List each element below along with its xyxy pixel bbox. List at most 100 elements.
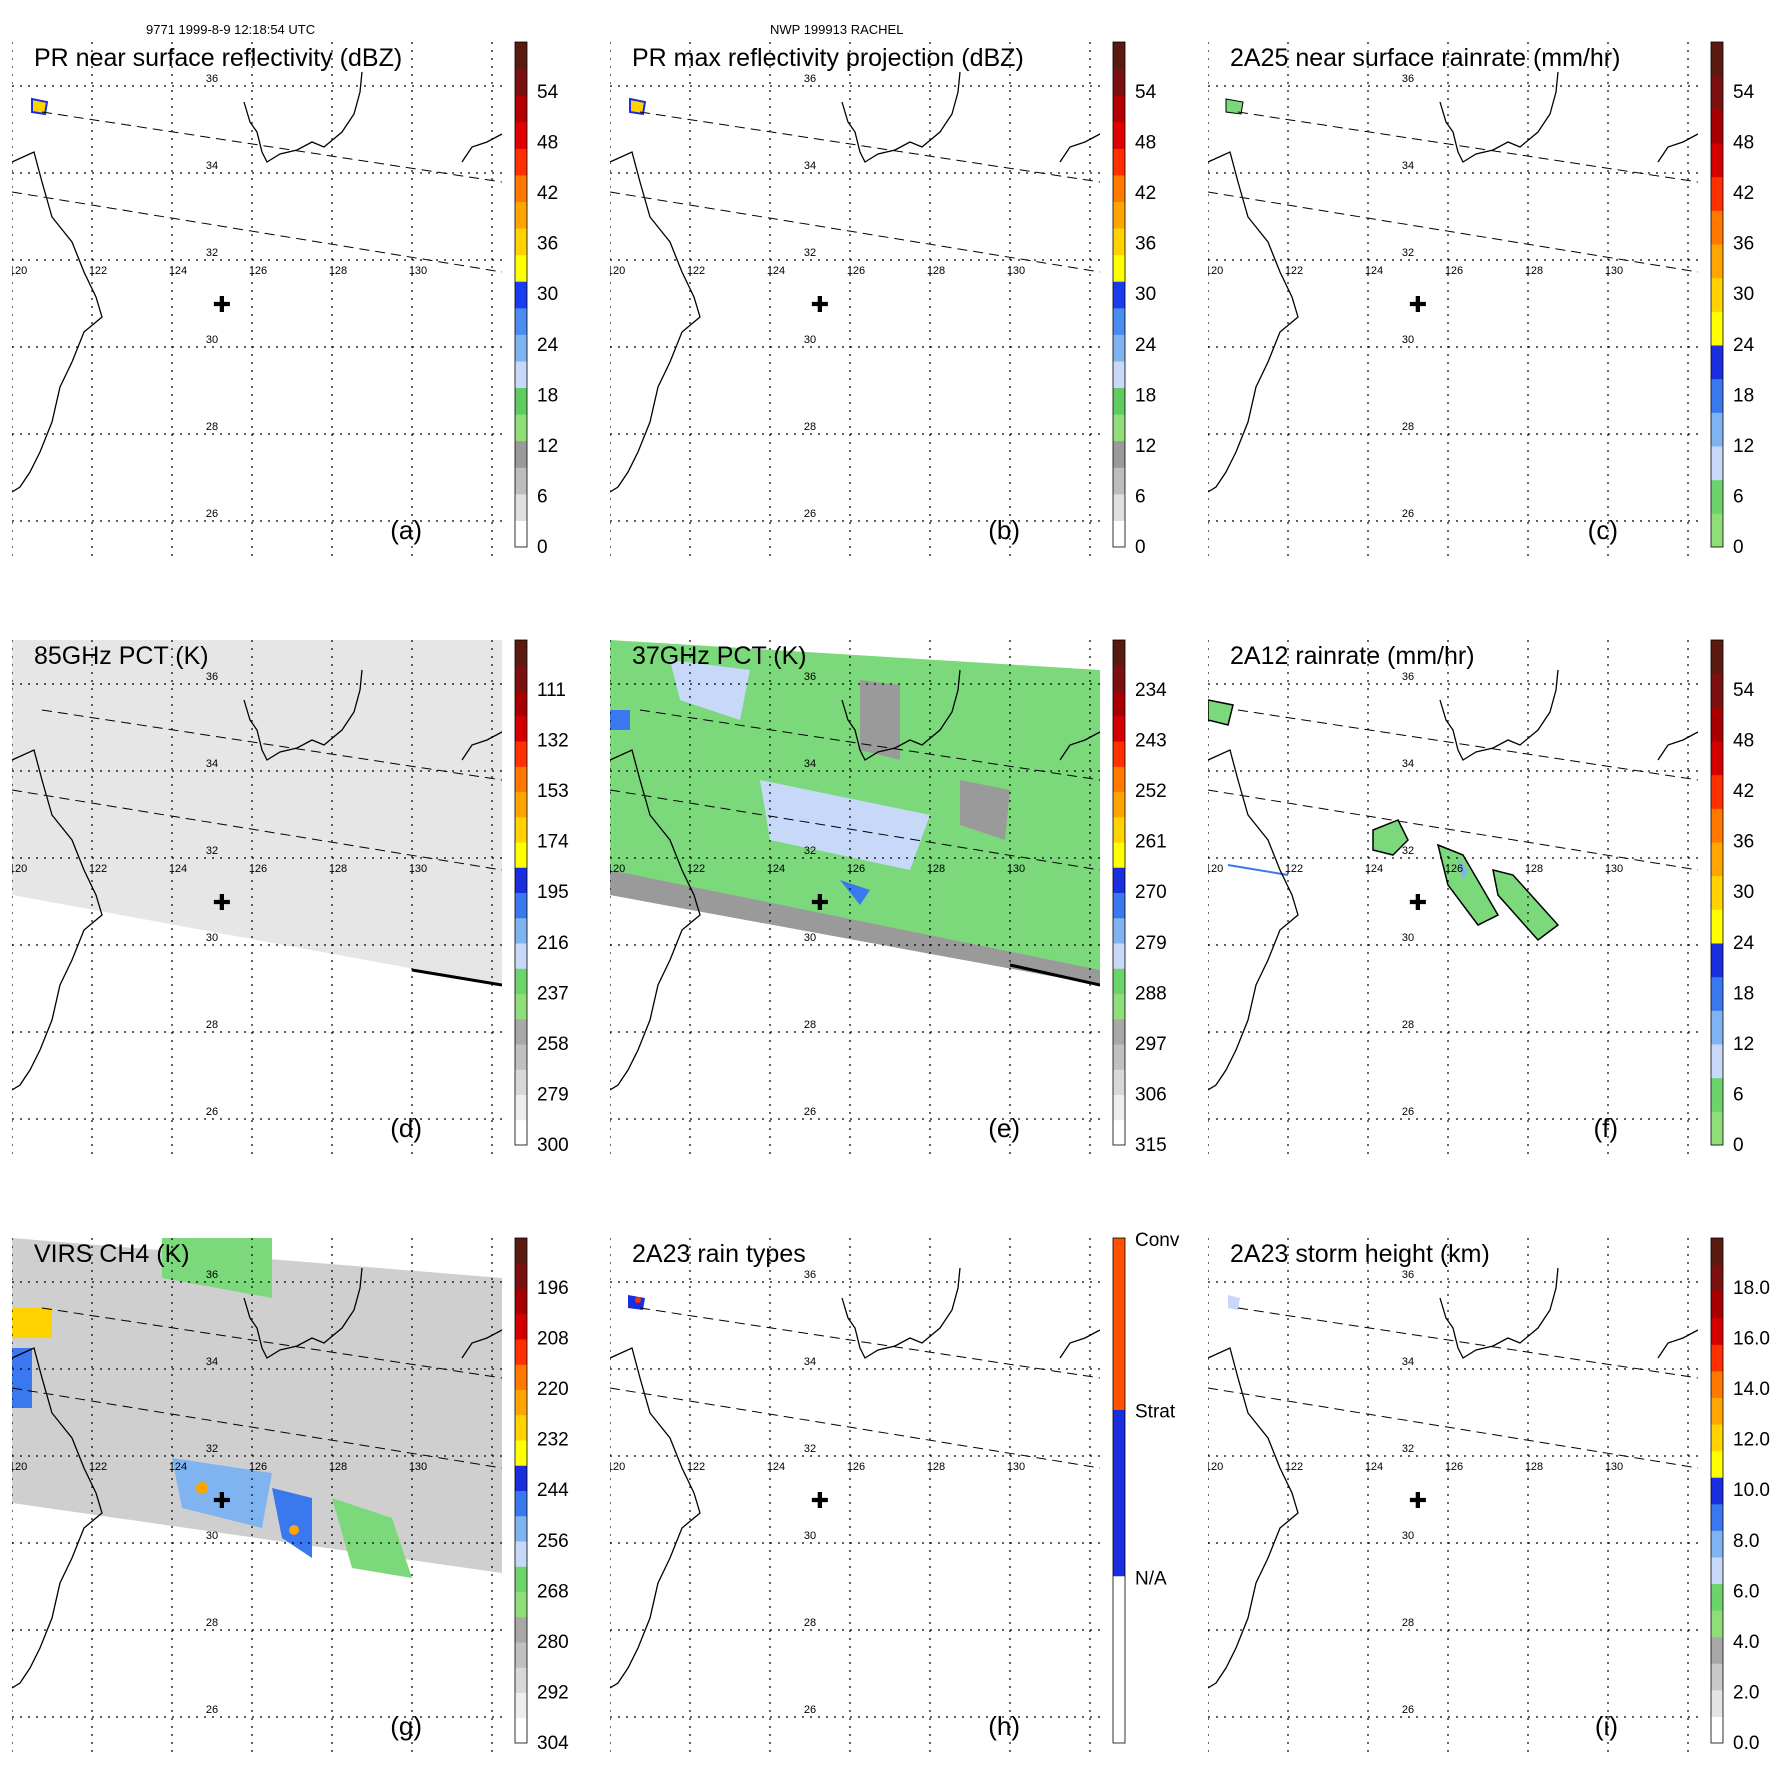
colorbar-tick-label: 4.0	[1733, 1632, 1759, 1653]
colorbar-tick-label: 315	[1135, 1135, 1167, 1156]
lon-tick-label: 124	[1365, 265, 1383, 277]
cold-core	[840, 880, 870, 905]
colorbar-tick-label: 0	[1135, 537, 1146, 558]
colorbar-segment	[1113, 148, 1125, 176]
colorbar-segment	[515, 1591, 527, 1618]
colorbar-segment	[1113, 68, 1125, 96]
colorbar-tick-label: 12	[1135, 436, 1156, 457]
colorbar-segment	[515, 917, 527, 944]
lat-tick-label: 26	[804, 1106, 816, 1118]
lat-tick-label: 32	[206, 247, 218, 259]
colorbar-segment	[1113, 95, 1125, 123]
lon-tick-label: 130	[1605, 863, 1623, 875]
colorbar-segment	[515, 68, 527, 96]
map-area: 120 122 124 126 128 130 36 34 32 30 28 26 ✚	[610, 640, 1100, 1155]
colorbar-tick-label: 16.0	[1733, 1329, 1770, 1350]
colorbar-segment	[1113, 121, 1125, 149]
pr-swath-edge	[639, 1307, 1100, 1379]
colorbar-tick-label: 256	[537, 1531, 569, 1552]
colorbar-segment	[1113, 174, 1125, 202]
lon-tick-label: 122	[687, 1461, 705, 1473]
coastline-china	[12, 1347, 103, 1689]
pr-swath-edge	[610, 789, 1100, 871]
lat-tick-label: 28	[804, 421, 816, 433]
colorbar-segment	[1711, 774, 1723, 809]
lat-tick-label: 36	[1402, 671, 1414, 683]
colorbar-tick-label: 54	[1135, 82, 1157, 103]
map-area: 120 122 124 126 128 130 36 34 32 30 28 26 ✚	[1208, 1238, 1698, 1753]
echo-cell	[31, 97, 49, 116]
lat-tick-label: 28	[206, 1617, 218, 1629]
lon-tick-label: 126	[249, 1461, 267, 1473]
pr-swath-edge	[610, 1387, 1100, 1469]
colorbar-segment	[1113, 467, 1125, 495]
warm-region	[960, 780, 1010, 840]
colorbar-segment	[515, 360, 527, 389]
colorbar-segment	[515, 1541, 527, 1567]
coastline-korea	[1439, 669, 1559, 761]
colorbar-frame	[1112, 639, 1126, 1146]
coastline-korea	[841, 71, 961, 163]
lat-tick-label: 28	[1402, 1019, 1414, 1031]
colorbar-segment	[1113, 1069, 1125, 1095]
storm-center-marker: ✚	[811, 1488, 829, 1513]
cloud-region	[162, 1238, 272, 1298]
colorbar-frame	[514, 1237, 528, 1744]
colorbar-frame	[1710, 639, 1724, 1146]
panel-label: (b)	[988, 515, 1020, 545]
lon-tick-label: 128	[927, 1461, 945, 1473]
lon-tick-label: 130	[1605, 265, 1623, 277]
colorbar-tick-label: 6	[1733, 486, 1744, 507]
lat-tick-label: 30	[804, 1530, 816, 1542]
lat-tick-label: 36	[804, 671, 816, 683]
colorbar-tick-label: 2.0	[1733, 1682, 1759, 1703]
swath-edge	[1009, 963, 1100, 987]
colorbar-segment	[515, 1044, 527, 1070]
coastline-china	[1208, 1347, 1299, 1689]
colorbar-tick-label: 258	[537, 1034, 569, 1055]
colorbar-segment	[515, 791, 527, 818]
colorbar-segment	[1711, 1111, 1723, 1146]
colorbar-tick-label: 18	[1733, 385, 1754, 406]
lat-tick-label: 36	[206, 1269, 218, 1281]
lon-tick-label: 120	[1205, 863, 1223, 875]
colorbar-segment	[515, 254, 527, 282]
coastline-china	[1208, 749, 1299, 1091]
lat-tick-label: 32	[804, 1443, 816, 1455]
colorbar-segment	[1711, 277, 1723, 312]
panel-title: 2A12 rainrate (mm/hr)	[1230, 642, 1475, 670]
colorbar-segment	[1113, 334, 1125, 362]
colorbar-segment	[515, 467, 527, 495]
colorbar-segment	[1113, 766, 1125, 792]
panel-title: PR near surface reflectivity (dBZ)	[34, 44, 402, 72]
pr-swath-edge	[12, 191, 502, 273]
colorbar-segment	[1711, 1583, 1723, 1611]
cloud-region	[172, 1458, 272, 1528]
cold-region	[760, 780, 930, 870]
colorbar: 196 208 220 232 244 256 268 280 292 304	[514, 1237, 569, 1754]
coastline-japan	[461, 133, 502, 163]
colorbar-segment	[515, 307, 527, 335]
pr-swath-edge	[41, 709, 502, 781]
colorbar: 234 243 252 261 270 279 288 297 306 315	[1112, 639, 1167, 1156]
rain-streak	[1227, 864, 1289, 876]
colorbar-segment	[1711, 244, 1723, 279]
lat-tick-label: 34	[804, 758, 816, 770]
coastline-korea	[1439, 1267, 1559, 1359]
lon-tick-label: 128	[329, 863, 347, 875]
colorbar-tick-label: 0	[537, 537, 548, 558]
lon-tick-label: 126	[1445, 1461, 1463, 1473]
lat-tick-label: 36	[804, 73, 816, 85]
colorbar-segment	[515, 1119, 527, 1146]
colorbar-tick-label: 244	[537, 1480, 569, 1501]
lon-tick-label: 128	[927, 863, 945, 875]
lat-tick-label: 28	[206, 1019, 218, 1031]
colorbar-tick-label: 216	[537, 933, 569, 954]
lon-tick-label: 130	[1007, 1461, 1025, 1473]
storm-center-marker: ✚	[213, 292, 231, 317]
rain-cell	[1436, 843, 1500, 926]
colorbar-frame	[514, 639, 528, 1146]
cloud-core	[196, 1482, 208, 1494]
